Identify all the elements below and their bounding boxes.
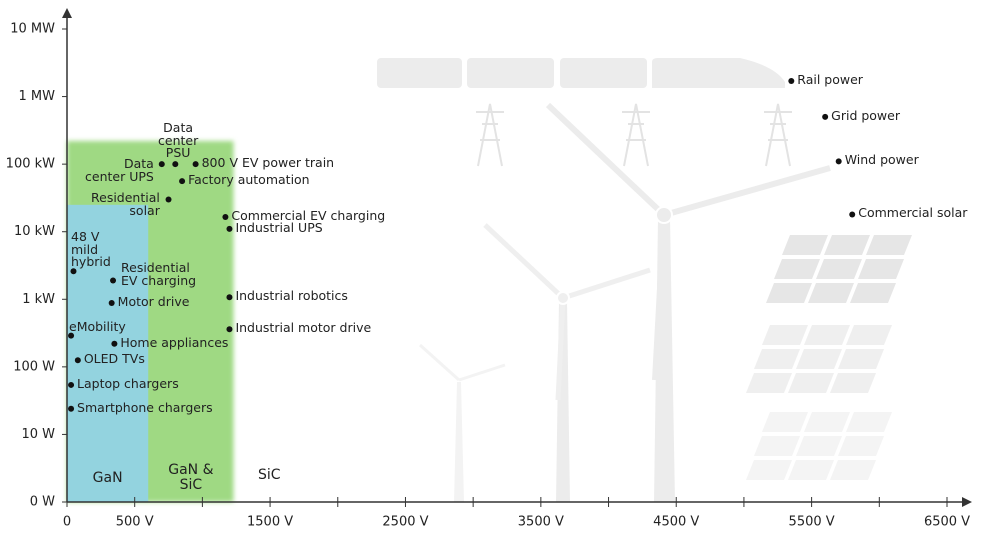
solar-panel <box>766 283 812 303</box>
data-point <box>849 211 856 218</box>
data-point <box>68 405 75 412</box>
data-point <box>222 214 229 221</box>
solar-panel <box>796 436 842 456</box>
x-axis-arrow <box>962 497 972 507</box>
point-label: Home appliances <box>120 334 229 350</box>
solar-panel <box>746 460 792 480</box>
data-point <box>179 178 186 185</box>
point-label: Rail power <box>797 71 863 87</box>
solar-panel <box>754 349 800 369</box>
data-point <box>172 161 179 168</box>
x-tick-label: 500 V <box>116 515 154 530</box>
y-tick-label: 0 W <box>30 495 55 510</box>
solar-panel <box>846 412 892 432</box>
data-point <box>111 340 118 347</box>
solar-panel <box>782 235 828 255</box>
x-tick-label: 5500 V <box>789 515 835 530</box>
y-axis-arrow <box>62 8 72 18</box>
solar-panel <box>830 460 876 480</box>
data-point <box>226 225 233 232</box>
point-label: Motor drive <box>117 294 190 310</box>
data-point <box>108 300 115 307</box>
solar-panel <box>846 325 892 345</box>
point-label: Industrial robotics <box>235 288 348 304</box>
point-label: Commercial EV charging <box>231 208 386 224</box>
point-label: Industrial UPS <box>235 219 323 235</box>
point-label: Laptop chargers <box>77 375 179 391</box>
solar-panel <box>762 325 808 345</box>
region-label: SiC <box>258 467 281 483</box>
y-tick-label: 100 W <box>13 359 55 374</box>
y-tick-label: 1 kW <box>22 292 55 307</box>
solar-panel <box>816 259 862 279</box>
data-point <box>165 196 172 203</box>
solar-panel <box>754 436 800 456</box>
data-point <box>68 381 75 388</box>
solar-panel <box>788 373 834 393</box>
data-point <box>158 161 165 168</box>
point-label: Factory automation <box>188 172 310 188</box>
solar-panel <box>838 436 884 456</box>
decoration <box>377 58 912 502</box>
solar-panel <box>804 325 850 345</box>
solar-panel <box>830 373 876 393</box>
point-label: Grid power <box>831 107 900 123</box>
solar-panel <box>850 283 896 303</box>
region-label: GaN & SiC <box>168 462 218 493</box>
x-tick-label: 3500 V <box>518 515 564 530</box>
point-label: Data center UPS <box>85 156 154 184</box>
point-label: Smartphone chargers <box>77 399 213 415</box>
point-label: 48 V mild hybrid <box>71 229 111 269</box>
data-point <box>788 77 795 84</box>
solar-panel <box>796 349 842 369</box>
y-tick-label: 1 MW <box>19 89 56 104</box>
data-point <box>226 294 233 301</box>
data-point <box>192 161 199 168</box>
point-label: Wind power <box>844 152 919 168</box>
point-label: Data center PSU <box>158 120 199 160</box>
data-point <box>74 357 81 364</box>
solar-panel <box>824 235 870 255</box>
point-label: Residential solar <box>91 190 160 218</box>
point-label: eMobility <box>69 319 126 334</box>
x-tick-label: 6500 V <box>924 515 970 530</box>
solar-panel <box>762 412 808 432</box>
x-tick-label: 4500 V <box>653 515 699 530</box>
point-label: Commercial solar <box>858 205 968 221</box>
point-label: Industrial motor drive <box>235 320 372 336</box>
data-point <box>822 113 829 120</box>
solar-panel <box>866 235 912 255</box>
y-tick-label: 10 MW <box>10 22 55 37</box>
x-tick-label: 0 <box>63 515 71 530</box>
solar-panel <box>808 283 854 303</box>
point-label: OLED TVs <box>83 351 145 367</box>
x-tick-label: 2500 V <box>382 515 428 530</box>
data-point <box>70 268 77 275</box>
y-tick-label: 10 kW <box>14 224 55 239</box>
x-tick-label: 1500 V <box>247 515 293 530</box>
solar-panel <box>858 259 904 279</box>
solar-panel <box>804 412 850 432</box>
solar-panel <box>838 349 884 369</box>
data-point <box>835 158 842 165</box>
data-point <box>226 326 233 333</box>
solar-panel <box>788 460 834 480</box>
y-tick-label: 100 kW <box>6 157 55 172</box>
region-label: GaN <box>92 469 123 486</box>
point-label: 800 V EV power train <box>201 155 335 171</box>
solar-panel <box>774 259 820 279</box>
region <box>67 204 149 503</box>
solar-panel <box>746 373 792 393</box>
point-label: Residential EV charging <box>121 260 197 288</box>
data-point <box>110 277 117 284</box>
y-tick-label: 10 W <box>21 427 55 442</box>
data-point <box>68 332 75 339</box>
